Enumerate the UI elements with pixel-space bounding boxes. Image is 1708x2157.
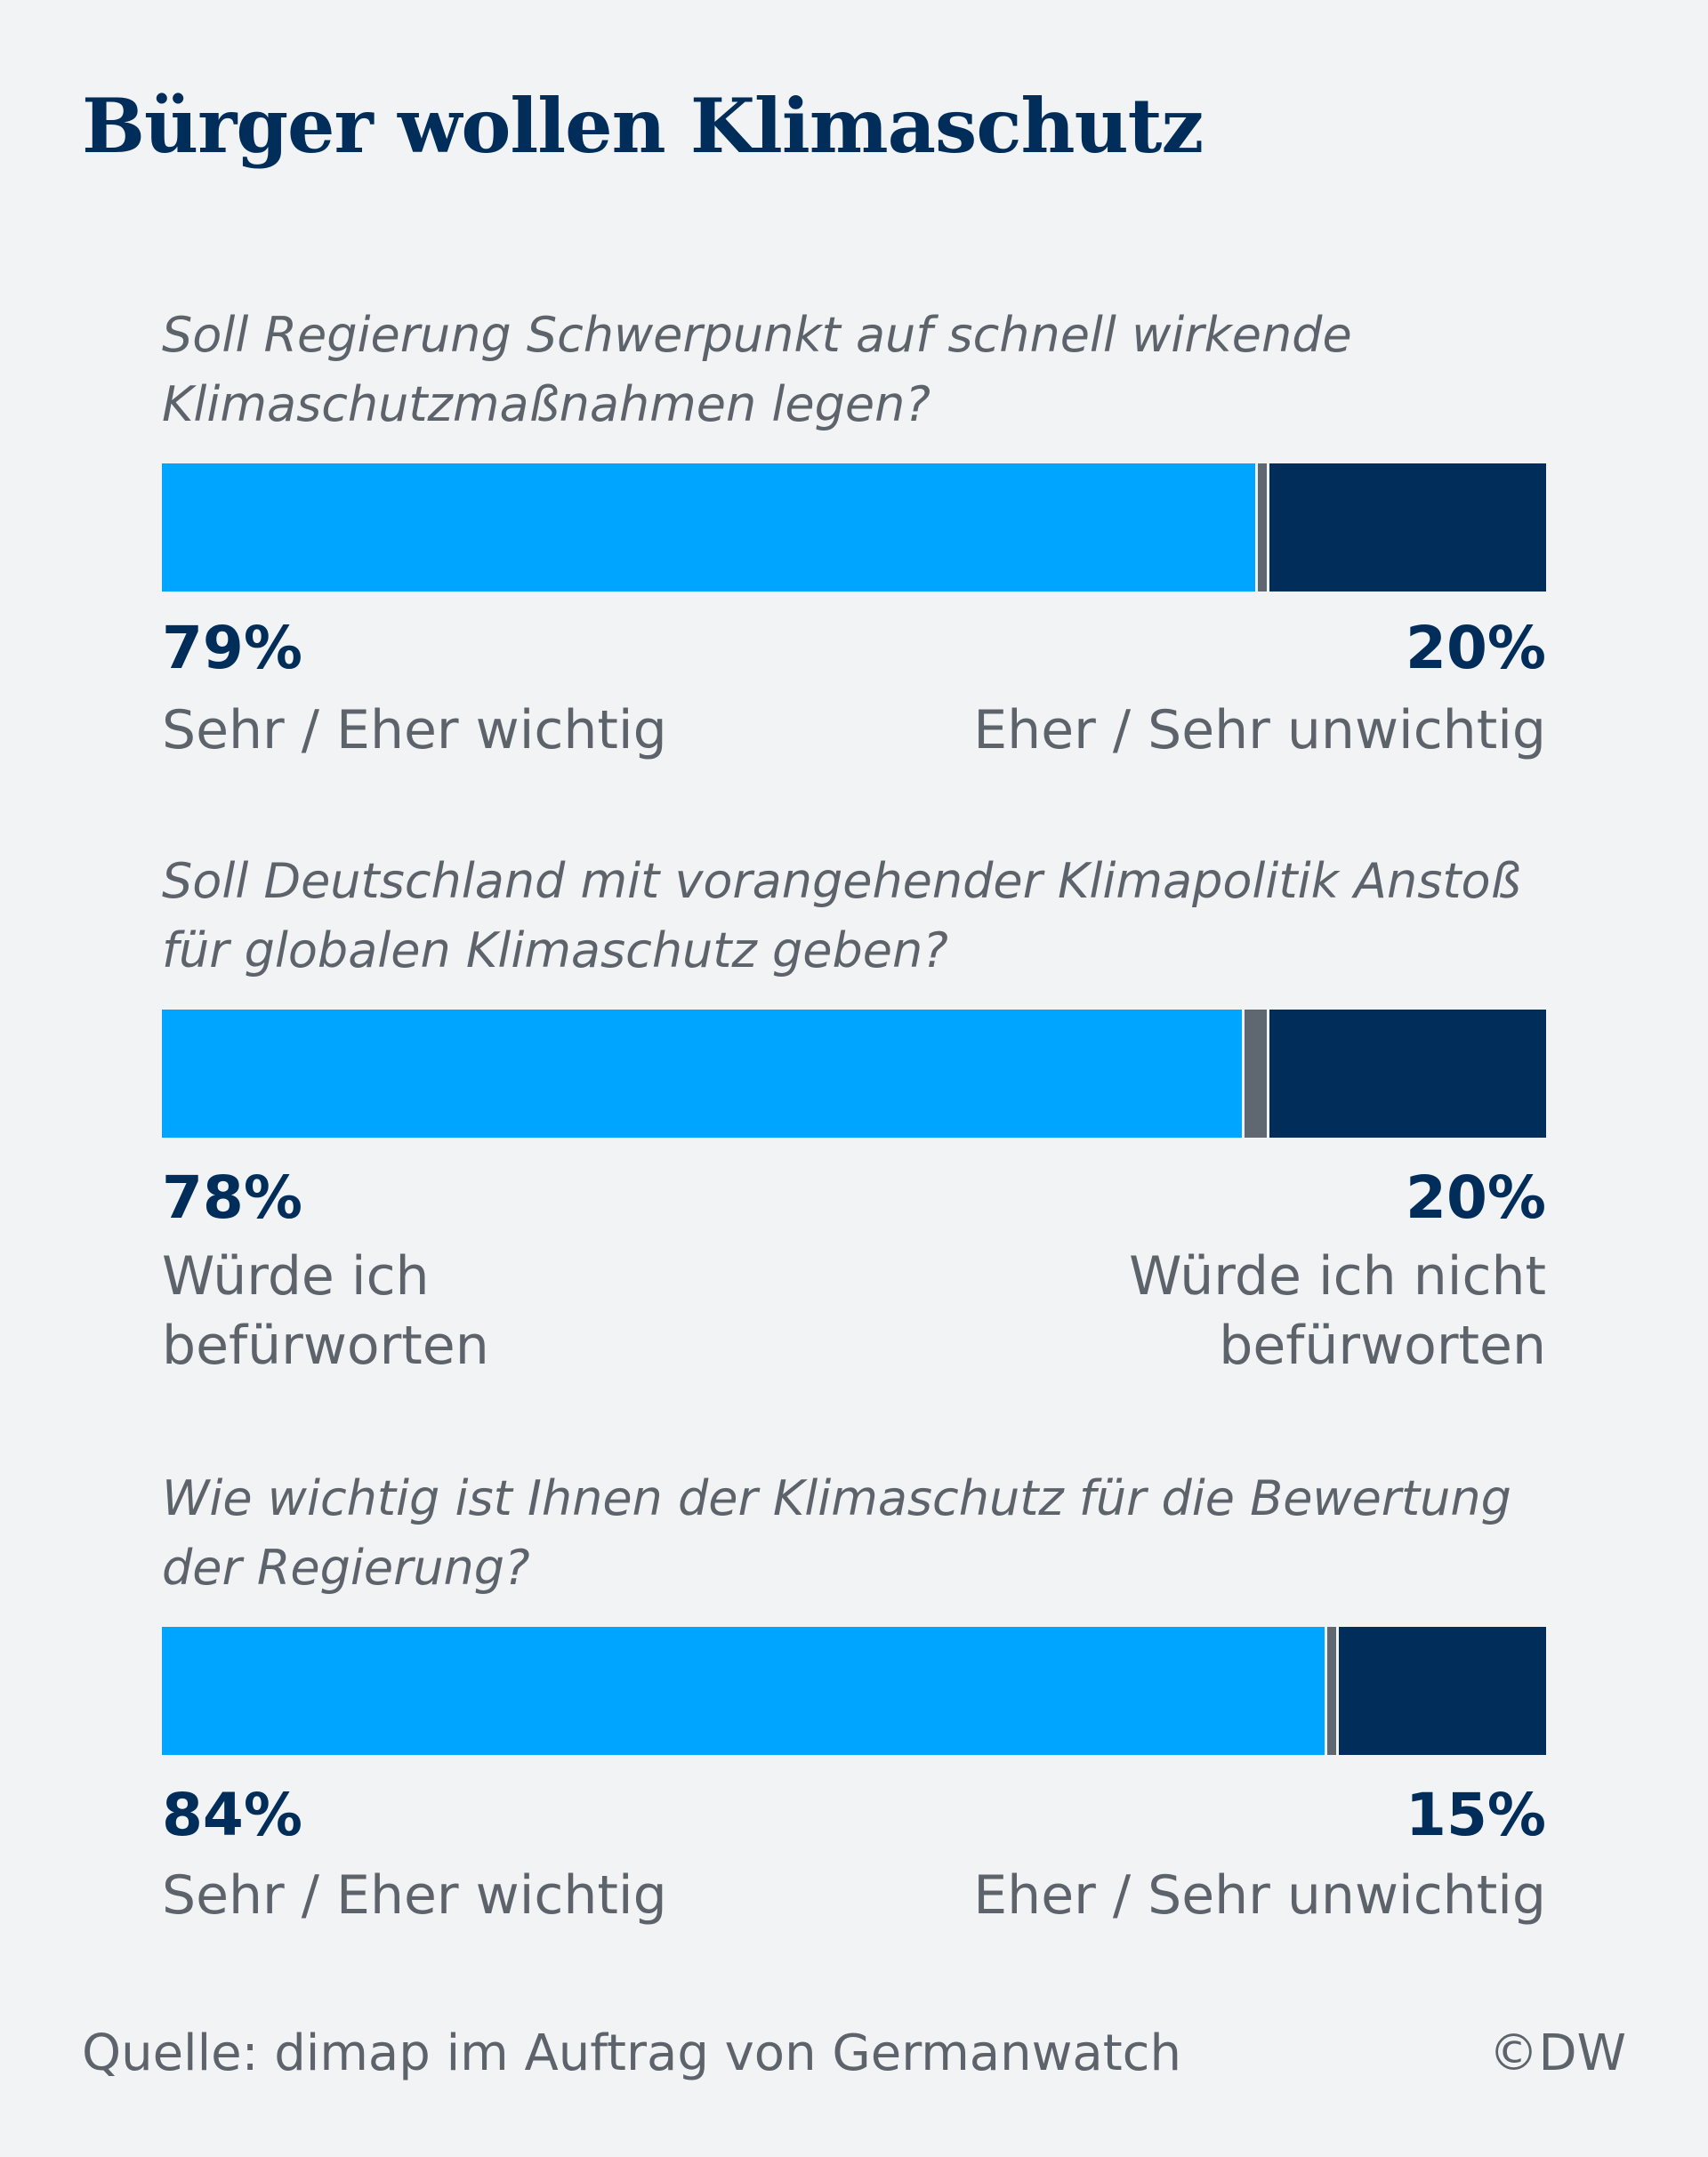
bar-2-positive-segment — [162, 1010, 1242, 1138]
bar-1-positive-label: Sehr / Eher wichtig — [162, 699, 667, 761]
source-note: Quelle: dimap im Auftrag von Germanwatch — [82, 2024, 1181, 2082]
bar-3-negative-value: 15% — [1406, 1781, 1546, 1849]
bar-1-neutral-segment — [1258, 463, 1267, 592]
bar-1-negative-value: 20% — [1406, 614, 1546, 682]
bar-3-negative-segment — [1338, 1627, 1546, 1755]
bar-2-positive-value: 78% — [162, 1163, 302, 1232]
chart-title: Bürger wollen Klimaschutz — [82, 82, 1204, 170]
stacked-bar-3 — [162, 1627, 1546, 1755]
bar-3-positive-label: Sehr / Eher wichtig — [162, 1864, 667, 1927]
bar-2-neutral-segment — [1244, 1010, 1267, 1138]
stacked-bar-1 — [162, 463, 1546, 592]
bar-3-positive-value: 84% — [162, 1781, 302, 1849]
bar-1-positive-segment — [162, 463, 1256, 592]
bar-2-positive-label: Würde ich befürworten — [162, 1245, 489, 1377]
bar-2-negative-label: Würde ich nicht befürworten — [1129, 1245, 1546, 1377]
dw-credit: ©DW — [1488, 2024, 1627, 2082]
bar-3-positive-segment — [162, 1627, 1325, 1755]
bar-2-negative-value: 20% — [1406, 1163, 1546, 1232]
bar-3-neutral-segment — [1327, 1627, 1336, 1755]
bar-2-negative-segment — [1269, 1010, 1546, 1138]
bar-1-positive-value: 79% — [162, 614, 302, 682]
bar-3-negative-label: Eher / Sehr unwichtig — [973, 1864, 1546, 1927]
question-3: Wie wichtig ist Ihnen der Klimaschutz fü… — [162, 1470, 1511, 1596]
question-1: Soll Regierung Schwerpunkt auf schnell w… — [162, 307, 1352, 432]
bar-1-negative-segment — [1269, 463, 1546, 592]
bar-1-negative-label: Eher / Sehr unwichtig — [973, 699, 1546, 761]
stacked-bar-2 — [162, 1010, 1546, 1138]
question-2: Soll Deutschland mit vorangehender Klima… — [162, 853, 1521, 978]
